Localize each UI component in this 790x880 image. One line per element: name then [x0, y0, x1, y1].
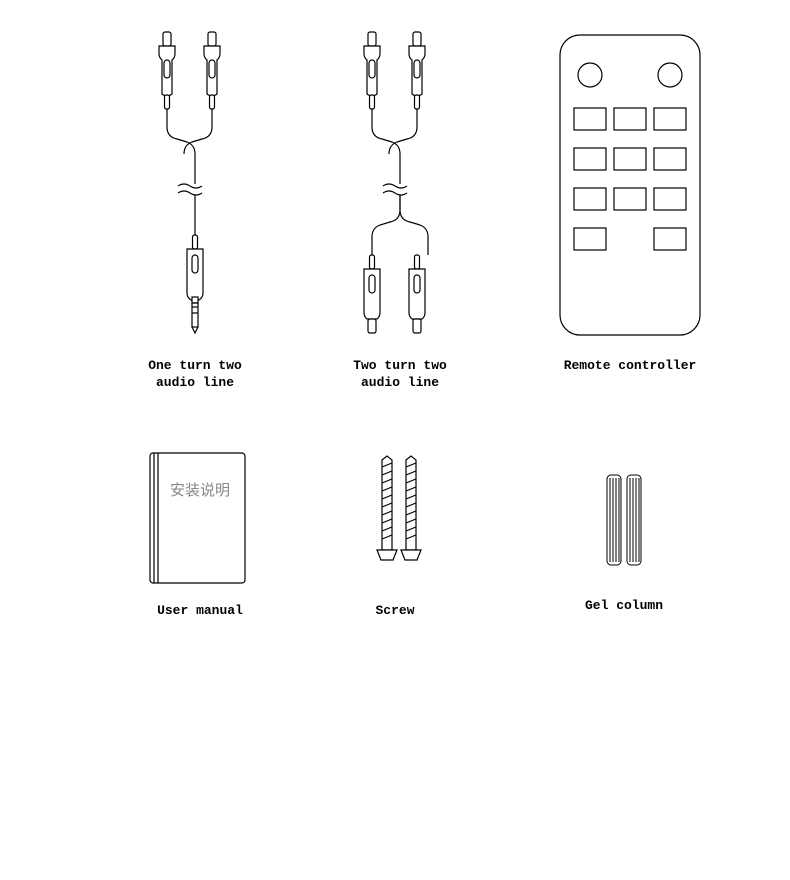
- cable-one-turn-two-icon: [130, 30, 260, 350]
- remote-controller-icon: [550, 30, 710, 350]
- cable2-label: Two turn two audio line: [353, 358, 447, 392]
- screw-label: Screw: [375, 603, 414, 620]
- item-gel-column: Gel column: [585, 470, 663, 615]
- gel-column-icon: [589, 470, 659, 590]
- cable-two-turn-two-icon: [335, 30, 465, 350]
- manual-label: User manual: [157, 603, 243, 620]
- user-manual-icon: 安装说明: [140, 445, 260, 595]
- item-remote: Remote controller: [550, 30, 710, 375]
- gel-label: Gel column: [585, 598, 663, 615]
- item-screw: Screw: [355, 455, 435, 620]
- manual-book-text: 安装说明: [170, 482, 230, 499]
- screw-icon: [355, 455, 435, 595]
- cable1-label: One turn two audio line: [148, 358, 242, 392]
- item-manual: 安装说明 User manual: [140, 445, 260, 620]
- item-cable-two-turn-two: Two turn two audio line: [335, 30, 465, 392]
- remote-label: Remote controller: [564, 358, 697, 375]
- item-cable-one-turn-two: One turn two audio line: [130, 30, 260, 392]
